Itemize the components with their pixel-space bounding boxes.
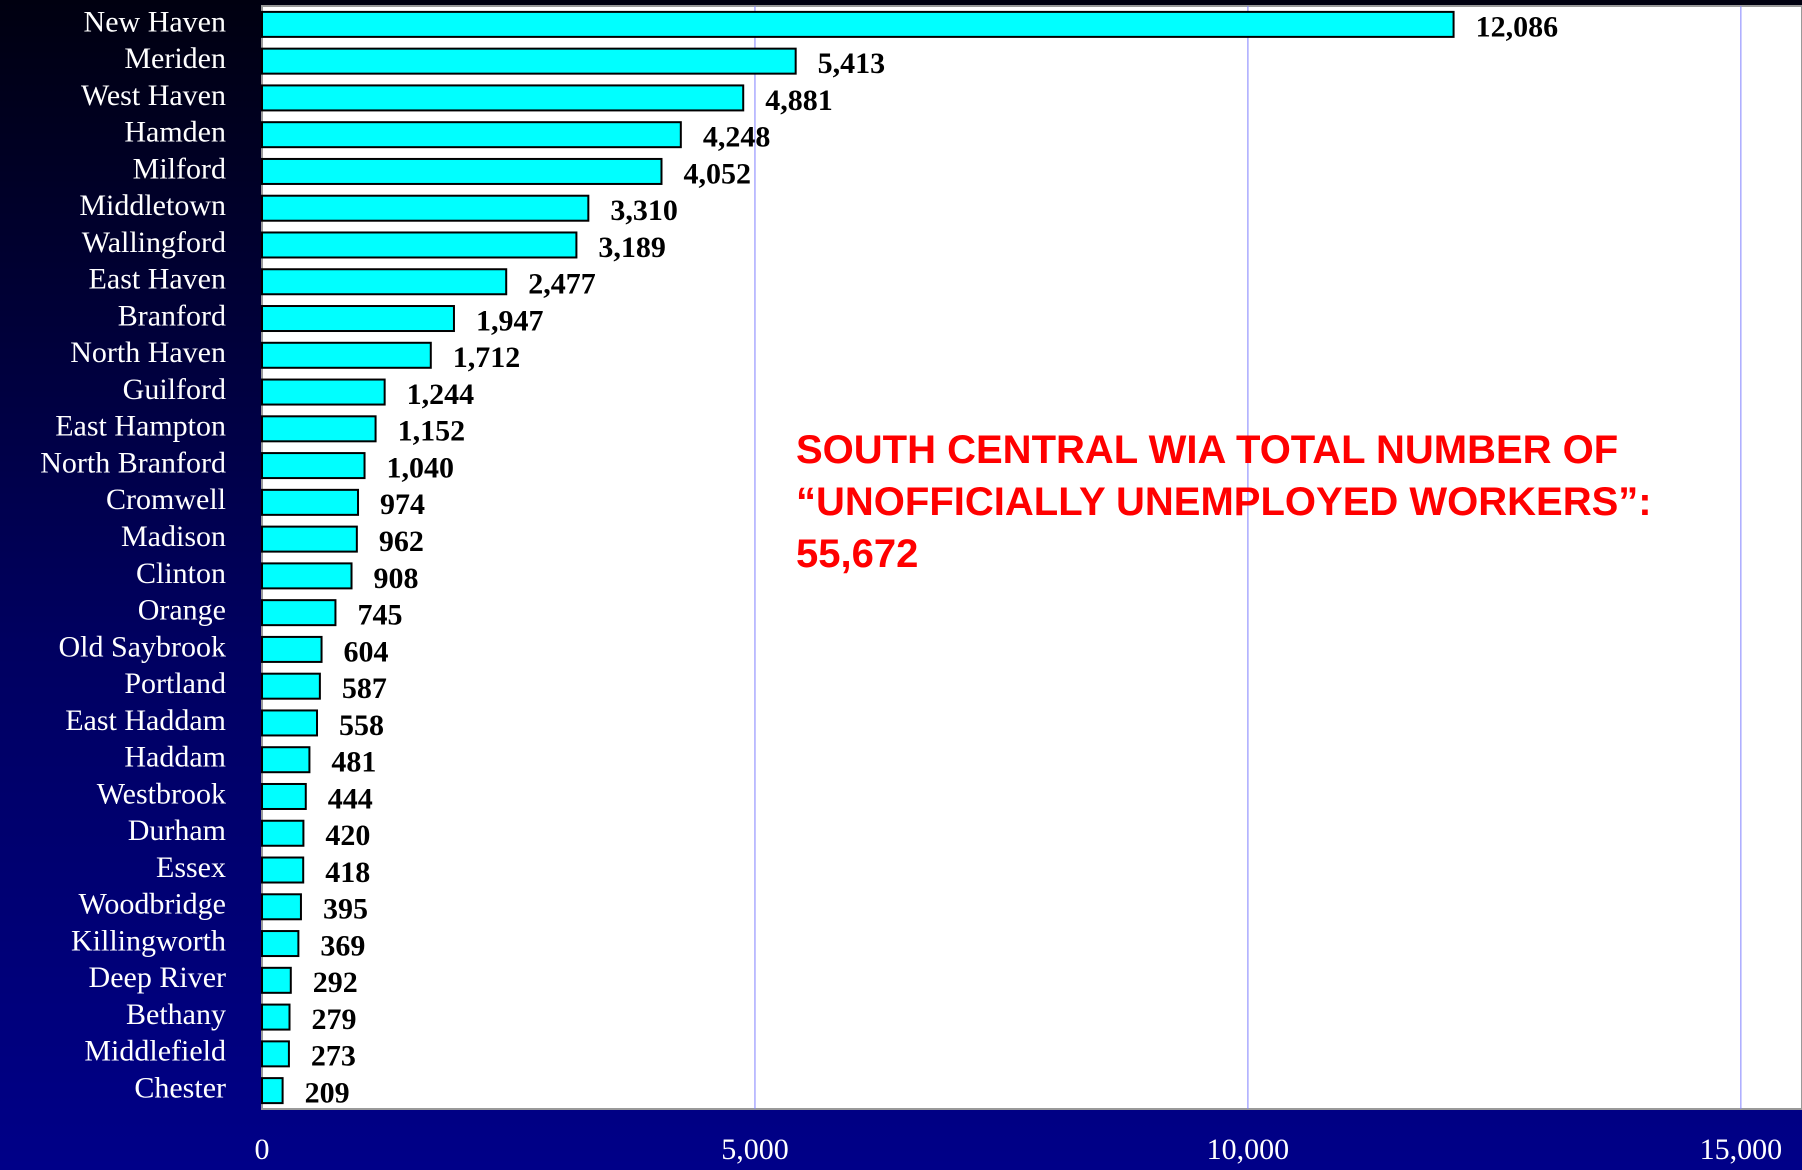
value-label: 962	[379, 525, 424, 558]
value-label: 209	[305, 1077, 350, 1110]
value-label: 395	[323, 893, 368, 926]
category-label: Portland	[124, 667, 226, 700]
bar	[261, 452, 366, 480]
value-label: 1,152	[398, 415, 466, 448]
bar	[261, 10, 1455, 38]
value-label: 3,189	[598, 231, 666, 264]
bar	[261, 121, 682, 149]
bar	[261, 1077, 284, 1105]
value-label: 292	[313, 966, 358, 999]
value-label: 5,413	[818, 47, 886, 80]
bar	[261, 599, 337, 627]
value-label: 4,052	[683, 157, 751, 190]
bar	[261, 378, 386, 406]
value-label: 1,947	[476, 304, 544, 337]
category-label: Guilford	[123, 373, 226, 406]
bar	[261, 84, 745, 112]
value-label: 4,248	[703, 121, 771, 154]
category-label: Clinton	[136, 557, 226, 590]
category-label: Meriden	[124, 42, 226, 75]
category-label: Chester	[134, 1072, 226, 1105]
plot-area	[261, 5, 1802, 1110]
bar	[261, 525, 358, 553]
x-tick-label: 15,000	[1700, 1133, 1783, 1166]
category-label: Westbrook	[97, 777, 226, 810]
bar	[261, 1040, 290, 1068]
category-label: Killingworth	[71, 924, 226, 957]
value-label: 4,881	[765, 84, 833, 117]
category-label: New Haven	[84, 5, 226, 38]
category-label: Old Saybrook	[59, 630, 227, 663]
category-label: Deep River	[89, 961, 226, 994]
annotation: SOUTH CENTRAL WIA TOTAL NUMBER OF “UNOFF…	[796, 428, 1652, 576]
value-label: 558	[339, 709, 384, 742]
value-label: 369	[320, 929, 365, 962]
bar	[261, 47, 797, 75]
category-label: Branford	[118, 299, 226, 332]
category-label: Cromwell	[106, 483, 226, 516]
value-label: 481	[331, 746, 376, 779]
value-label: 420	[325, 819, 370, 852]
value-label: 587	[342, 672, 387, 705]
value-label: 908	[374, 562, 419, 595]
x-tick-label: 0	[255, 1133, 270, 1166]
bar	[261, 966, 292, 994]
value-label: 279	[312, 1003, 357, 1036]
bar	[261, 415, 377, 443]
category-label: West Haven	[81, 79, 226, 112]
bar	[261, 709, 319, 737]
value-label: 745	[357, 599, 402, 632]
value-label: 418	[325, 856, 370, 889]
category-label: Milford	[133, 152, 226, 185]
bar	[261, 194, 590, 222]
category-label: Essex	[156, 851, 226, 884]
bar	[261, 672, 321, 700]
category-label: Wallingford	[82, 226, 226, 259]
category-label: Durham	[128, 814, 226, 847]
value-label: 2,477	[528, 268, 596, 301]
category-label: Hamden	[124, 116, 226, 149]
bar	[261, 488, 360, 516]
x-tick-label: 10,000	[1207, 1133, 1290, 1166]
category-label: North Haven	[70, 336, 226, 369]
bar	[261, 341, 432, 369]
value-label: 273	[311, 1040, 356, 1073]
x-tick-label: 5,000	[721, 1133, 789, 1166]
category-label: Middlefield	[84, 1035, 226, 1068]
value-label: 444	[328, 782, 373, 815]
value-label: 3,310	[610, 194, 678, 227]
category-label: Orange	[138, 594, 226, 627]
bar	[261, 856, 305, 884]
category-label: Bethany	[126, 998, 226, 1031]
category-label: North Branford	[40, 446, 226, 479]
value-label: 1,040	[387, 451, 455, 484]
value-label: 12,086	[1476, 10, 1559, 43]
category-label: Middletown	[79, 189, 226, 222]
category-label: East Hampton	[55, 410, 226, 443]
value-label: 1,244	[407, 378, 475, 411]
bar	[261, 268, 508, 296]
bar	[261, 157, 663, 185]
bar	[261, 893, 302, 921]
bar	[261, 231, 578, 259]
category-label: Madison	[121, 520, 226, 553]
value-label: 1,712	[453, 341, 520, 374]
category-label: Woodbridge	[78, 888, 226, 921]
bar	[261, 782, 307, 810]
bar	[261, 635, 323, 663]
bar	[261, 819, 305, 847]
category-label: East Haddam	[65, 704, 226, 737]
category-label: Haddam	[124, 741, 226, 774]
bar	[261, 746, 311, 774]
bar	[261, 930, 300, 958]
bar	[261, 305, 455, 333]
bar	[261, 1003, 291, 1031]
value-label: 604	[344, 635, 389, 668]
value-label: 974	[380, 488, 425, 521]
bar	[261, 562, 353, 590]
category-label: East Haven	[89, 263, 226, 296]
